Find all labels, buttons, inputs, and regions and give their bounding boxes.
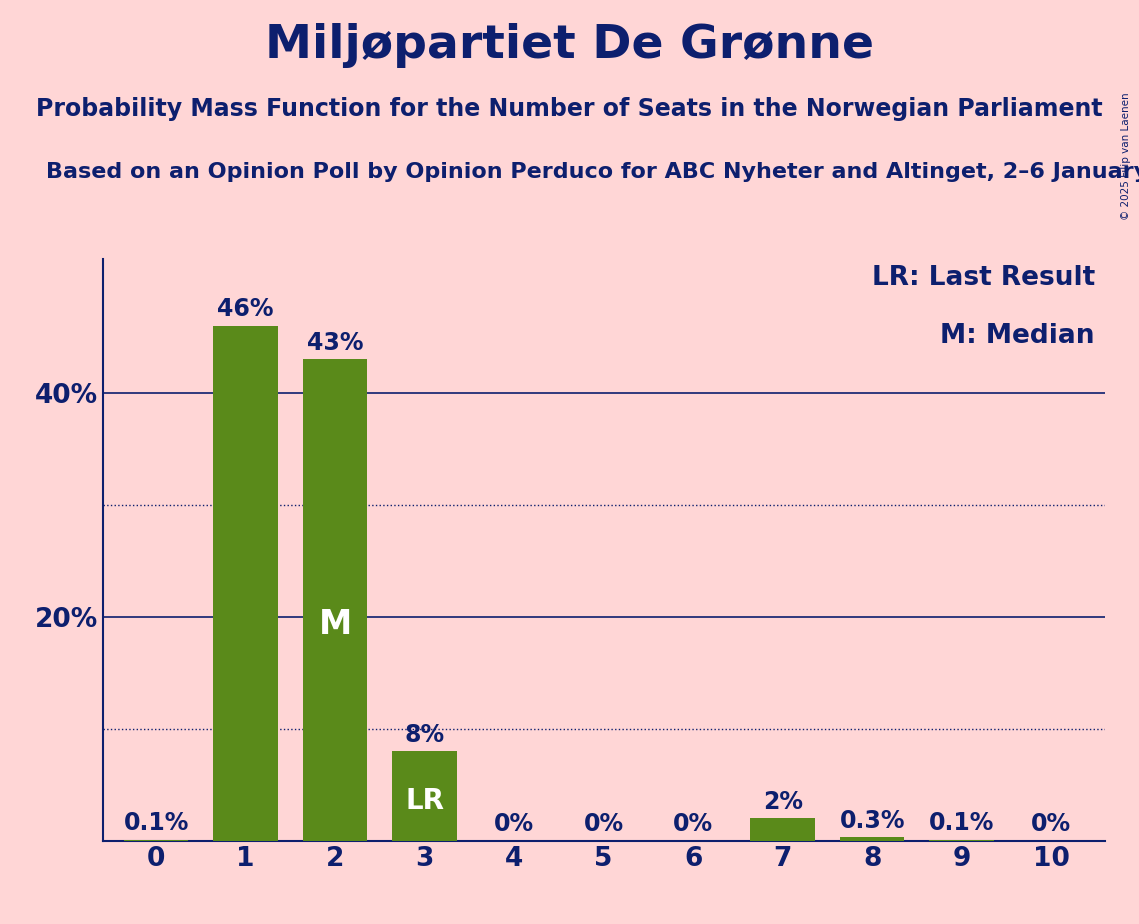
Text: LR: Last Result: LR: Last Result: [871, 264, 1095, 290]
Text: M: Median: M: Median: [941, 322, 1095, 348]
Text: LR: LR: [405, 786, 444, 815]
Bar: [213, 326, 278, 841]
Bar: [839, 837, 904, 841]
Text: 43%: 43%: [306, 331, 363, 355]
Text: 0%: 0%: [583, 812, 624, 836]
Text: 2%: 2%: [763, 790, 803, 814]
Text: M: M: [319, 608, 352, 640]
Bar: [124, 840, 188, 841]
Text: 46%: 46%: [218, 298, 274, 322]
Text: Miljøpartiet De Grønne: Miljøpartiet De Grønne: [265, 23, 874, 68]
Bar: [393, 751, 457, 841]
Bar: [929, 840, 994, 841]
Bar: [303, 359, 368, 841]
Text: 0%: 0%: [1031, 812, 1071, 836]
Text: 0.1%: 0.1%: [123, 811, 189, 835]
Text: 0%: 0%: [494, 812, 534, 836]
Text: 0%: 0%: [673, 812, 713, 836]
Text: © 2025 Filip van Laenen: © 2025 Filip van Laenen: [1121, 92, 1131, 220]
Text: Probability Mass Function for the Number of Seats in the Norwegian Parliament: Probability Mass Function for the Number…: [36, 97, 1103, 121]
Bar: [751, 819, 814, 841]
Text: 8%: 8%: [404, 723, 444, 747]
Text: 0.3%: 0.3%: [839, 809, 904, 833]
Text: Based on an Opinion Poll by Opinion Perduco for ABC Nyheter and Altinget, 2–6 Ja: Based on an Opinion Poll by Opinion Perd…: [46, 162, 1139, 182]
Text: 0.1%: 0.1%: [929, 811, 994, 835]
